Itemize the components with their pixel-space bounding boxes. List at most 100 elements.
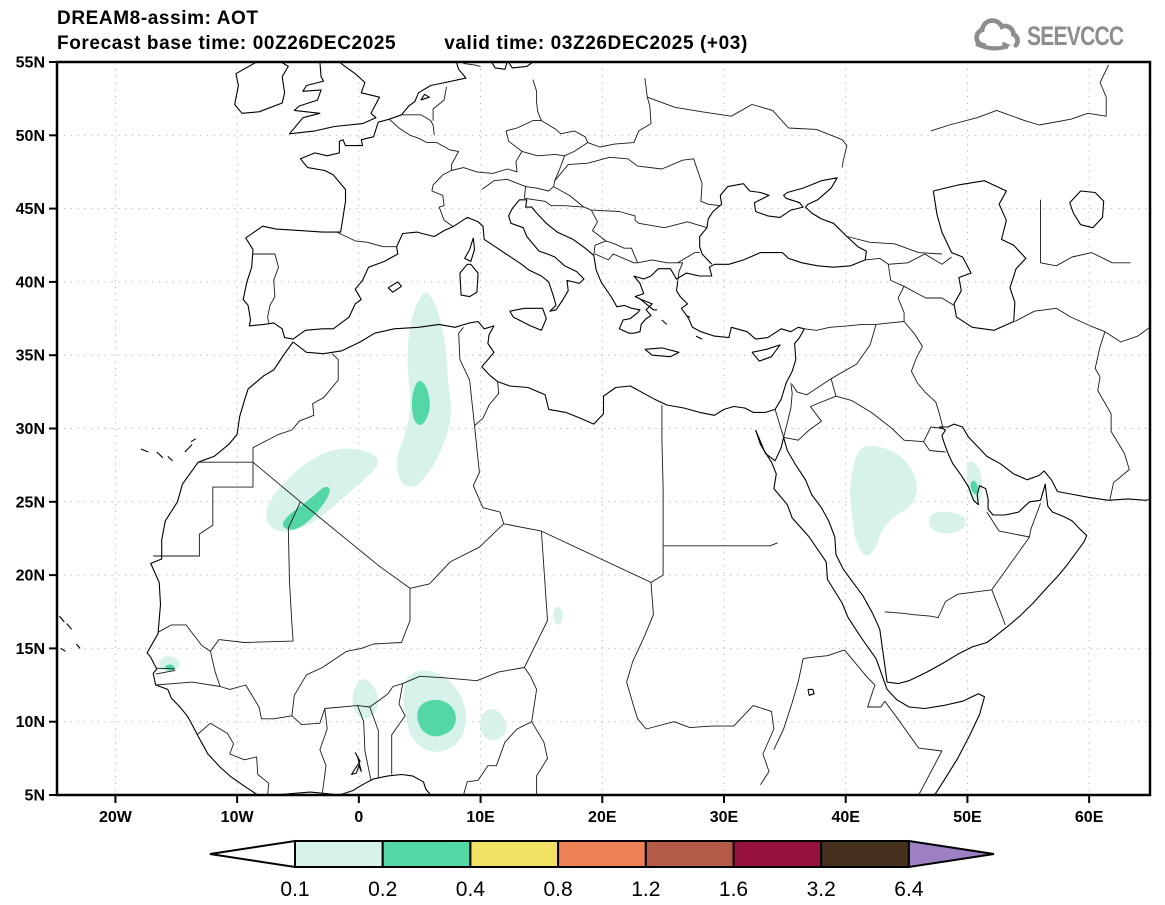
lat-tick-label-40N: 40N [16, 274, 45, 291]
aot-region-saudi-arabia [850, 445, 917, 556]
aot-region-east-nigeria [480, 708, 507, 741]
country-border-74 [369, 706, 379, 778]
country-border-17 [637, 252, 700, 264]
country-border-12 [524, 186, 585, 208]
coastline-9 [932, 180, 1027, 331]
country-border-69 [773, 658, 804, 750]
country-border-19 [587, 78, 652, 148]
colorbar-segment-3.2-6.4 [820, 840, 910, 868]
country-border-34 [774, 409, 785, 438]
coastline-18 [491, 62, 508, 70]
country-border-52 [650, 545, 664, 583]
country-border-29 [791, 378, 832, 396]
country-border-18 [677, 262, 684, 282]
grid-layer [57, 62, 1150, 795]
title-block: DREAM8-assim: AOT Forecast base time: 00… [57, 6, 748, 56]
coastline-4 [146, 341, 294, 795]
country-border-35 [783, 383, 793, 438]
country-border-5 [463, 63, 481, 67]
colorbar-segment-1.6-3.2 [732, 840, 823, 868]
aot-region-togo-burkina [352, 679, 379, 719]
border-layer [153, 63, 1150, 795]
coastline-6 [755, 429, 986, 795]
lon-tick-label-10W: 10W [221, 809, 255, 826]
country-border-45 [153, 462, 254, 557]
coastline-34 [686, 315, 691, 318]
lon-tick-label-10E: 10E [466, 809, 495, 826]
country-border-31 [835, 395, 944, 443]
country-border-53 [661, 405, 664, 546]
colorbar-label-0.8: 0.8 [543, 878, 572, 901]
coastline-20 [156, 451, 164, 459]
country-border-57 [155, 681, 221, 687]
aot-region-chad-tibesti [553, 606, 563, 625]
coastline-22 [184, 444, 193, 453]
aot-region-senegal [159, 656, 180, 672]
colorbar-label-6.4: 6.4 [894, 878, 924, 901]
aot-layer [159, 292, 983, 752]
country-border-65 [523, 531, 548, 668]
colorbar-label-1.6: 1.6 [719, 878, 748, 901]
country-border-73 [391, 683, 406, 775]
coastline-15 [751, 344, 781, 362]
coastline-11 [464, 237, 476, 262]
country-border-8 [505, 120, 589, 157]
coastline-layer [58, 62, 1150, 795]
seevccc-logo: SEEVCCC [971, 16, 1151, 56]
lat-tick-label-20N: 20N [16, 568, 45, 585]
country-border-4 [432, 86, 447, 121]
country-border-13 [583, 206, 607, 256]
country-border-63 [291, 674, 307, 716]
country-border-64 [402, 667, 525, 685]
country-border-70 [803, 649, 876, 686]
country-border-39 [986, 511, 1030, 538]
coastline-33 [661, 319, 668, 325]
lon-tick-label-30E: 30E [710, 809, 739, 826]
country-border-58 [156, 667, 176, 670]
country-border-61 [219, 683, 403, 726]
coastline-13 [509, 307, 547, 331]
coastline-12 [459, 263, 479, 298]
country-border-55 [209, 501, 301, 687]
colorbar-underflow-arrow [209, 839, 296, 869]
colorbar-segment-1.2-1.6 [644, 840, 735, 868]
country-border-32 [923, 441, 946, 453]
coastline-2 [242, 62, 867, 340]
forecast-base-time: Forecast base time: 00Z26DEC2025 [57, 33, 397, 54]
seevccc-logo-text: SEEVCCC [1027, 20, 1124, 51]
seevccc-cloud-icon [974, 18, 1021, 51]
country-border-68 [645, 705, 775, 785]
country-border-2 [388, 118, 460, 171]
country-border-10 [481, 178, 526, 190]
coastline-0 [234, 62, 289, 114]
aot-region-mali-algeria-core [282, 486, 330, 530]
lon-tick-label-20W: 20W [99, 809, 133, 826]
aot-region-algeria-plume-core [411, 381, 430, 425]
country-border-47 [472, 425, 505, 524]
lat-tick-label-15N: 15N [16, 641, 45, 658]
country-border-38 [991, 503, 1041, 591]
country-border-75 [357, 705, 372, 781]
country-border-54 [663, 542, 778, 547]
lon-tick-label-50E: 50E [953, 809, 982, 826]
country-border-7 [431, 130, 523, 227]
country-border-28 [830, 324, 877, 380]
coastline-29 [807, 688, 815, 696]
coastline-1 [288, 62, 381, 135]
country-border-0 [253, 253, 279, 323]
lon-tick-label-0: 0 [354, 809, 363, 826]
country-border-15 [637, 158, 721, 207]
coastline-8 [783, 423, 1150, 685]
country-border-24 [846, 236, 942, 255]
aot-region-nigeria-core [417, 699, 456, 737]
lon-axis: 20W 10W 0 10E 20E 30E 40E 50E 60E [99, 795, 1104, 826]
country-border-76 [319, 708, 328, 794]
lat-tick-label-55N: 55N [16, 55, 45, 72]
colorbar-overflow-arrow [907, 839, 995, 869]
country-border-22 [1040, 199, 1131, 267]
country-border-21 [930, 64, 1110, 132]
country-border-49 [458, 327, 475, 426]
aot-region-qatar-core [970, 480, 978, 494]
lat-tick-label-50N: 50N [16, 128, 45, 145]
